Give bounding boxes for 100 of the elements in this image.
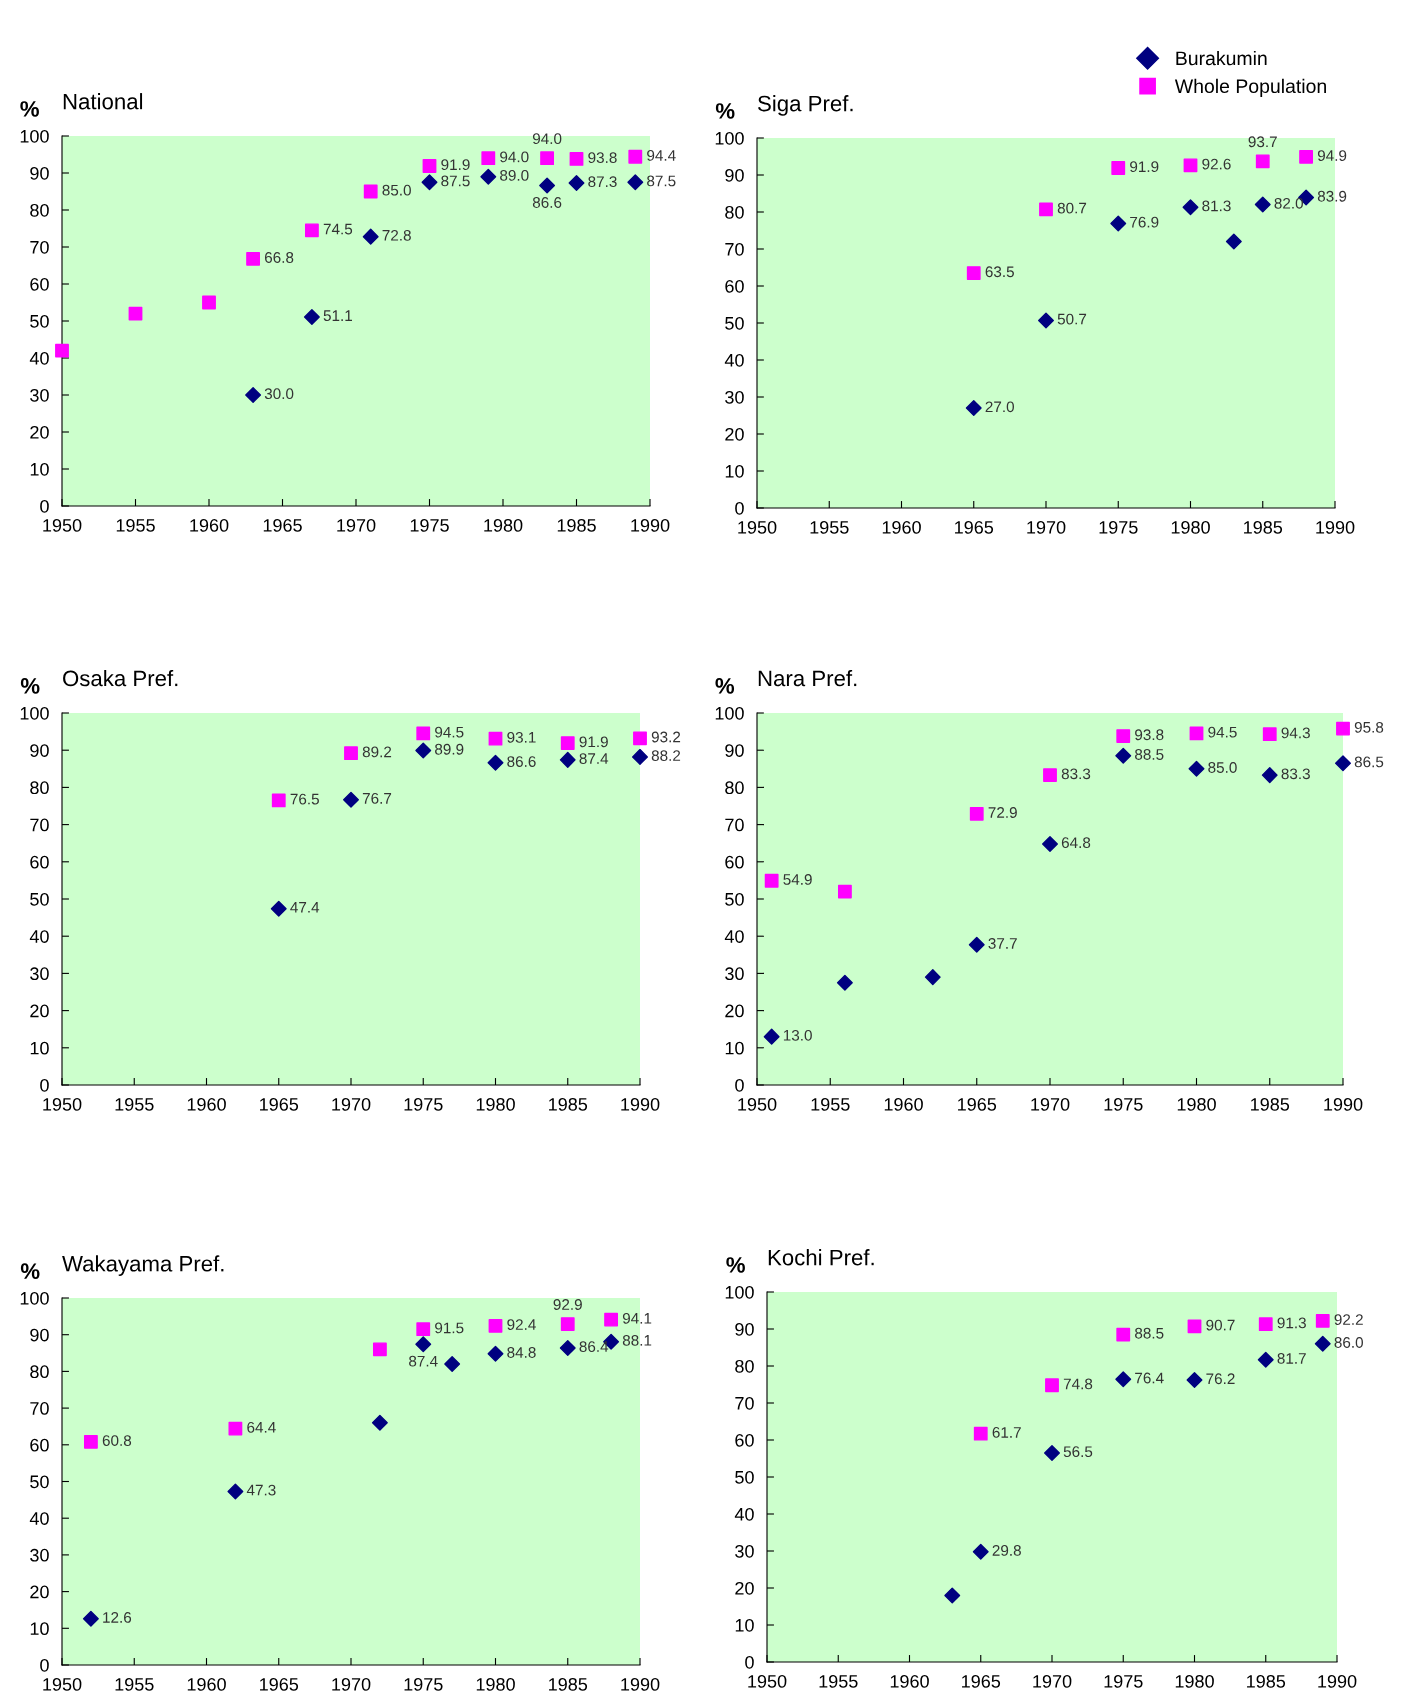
chart-title: Nara Pref. [758,669,857,687]
point [560,1317,575,1331]
x-tick-label: 1990 [1318,1674,1357,1688]
x-tick-label: 1975 [1099,520,1138,534]
data-label: 74.5 [323,223,353,235]
point [421,174,438,191]
y-tick-label: 20 [735,1581,754,1595]
point [83,1434,98,1449]
y-tick-label: 20 [725,1004,744,1018]
y-tick-label: 30 [725,390,744,404]
point [362,228,379,245]
point [628,149,643,164]
data-label: 12.6 [103,1612,132,1623]
y-tick-label: 0 [735,501,744,515]
y-tick-label: 80 [30,1365,49,1379]
y-tick-label: 100 [20,129,49,143]
x-tick-label: 1970 [1033,1674,1072,1688]
legend-label: Burakumin [1176,50,1267,66]
x-tick-label: 1980 [1171,520,1210,534]
data-label: 82.0 [1274,197,1303,209]
data-label: 91.3 [1277,1317,1306,1329]
y-tick-label: 60 [735,1433,754,1447]
point [633,731,647,746]
y-tick-label: 70 [725,818,744,832]
x-tick-label: 1970 [332,1677,371,1691]
x-tick-label: 1950 [43,1097,82,1111]
data-label: 93.8 [1135,729,1164,741]
data-label: 76.9 [1130,216,1159,228]
x-tick-label: 1960 [890,1674,929,1688]
data-label: 94.1 [622,1312,652,1324]
chart-title: Siga Pref. [758,95,853,116]
point [1045,1378,1059,1393]
data-label: 80.7 [1057,202,1087,214]
y-tick-label: 60 [725,279,744,293]
point [444,1356,461,1373]
y-tick-label: 60 [30,855,49,869]
x-tick-label: 1960 [187,1097,226,1111]
y-tick-label: 30 [725,967,744,981]
point [627,174,644,191]
y-tick-label: 90 [30,166,49,180]
y-tick-label: 20 [30,1004,49,1018]
x-tick-label: 1960 [882,520,921,534]
data-label: 92.2 [1334,1314,1363,1325]
x-tick-label: 1985 [549,1677,588,1691]
y-axis-title: % [20,1263,40,1279]
data-label: 56.5 [1063,1446,1093,1458]
data-label: 93.7 [1248,136,1277,148]
point [924,969,941,986]
point [372,1342,387,1357]
point [481,151,496,166]
point [1182,199,1199,216]
y-tick-label: 0 [40,1658,49,1672]
x-tick-label: 1970 [332,1097,371,1111]
x-tick-label: 1980 [476,1677,515,1691]
chart-title: National [63,93,143,110]
point [227,1483,244,1500]
y-tick-label: 50 [30,314,49,328]
data-label: 76.2 [1206,1373,1235,1385]
data-label: 94.5 [435,726,464,738]
data-label: 85.0 [382,184,411,196]
point [968,936,985,953]
data-label: 86.5 [1354,756,1384,768]
y-tick-label: 30 [30,967,49,981]
x-tick-label: 1970 [1027,520,1066,534]
y-tick-label: 60 [30,1438,49,1452]
point [965,400,982,417]
y-tick-label: 90 [725,168,744,182]
point [568,175,585,191]
x-tick-label: 1950 [738,520,777,534]
y-tick-label: 80 [725,781,744,795]
y-tick-label: 90 [725,744,744,757]
x-tick-label: 1950 [43,518,82,532]
x-tick-label: 1975 [404,1097,443,1111]
point [1111,161,1126,175]
x-tick-label: 1965 [260,1097,299,1111]
point [344,746,358,761]
x-tick-label: 1965 [962,1674,1001,1688]
y-tick-label: 40 [724,353,744,367]
y-tick-label: 100 [725,1285,754,1299]
y-tick-label: 20 [30,425,49,439]
point [228,1421,243,1436]
x-tick-label: 1975 [1104,1097,1143,1111]
data-label: 89.0 [500,169,529,181]
data-label: 94.5 [1208,726,1237,738]
data-label: 66.8 [264,252,294,263]
data-label: 84.8 [507,1347,536,1358]
x-tick-label: 1965 [263,518,302,532]
data-label: 86.0 [1334,1337,1363,1348]
data-label: 88.5 [1135,749,1164,760]
data-label: 83.3 [1281,768,1310,780]
x-tick-label: 1965 [958,1097,997,1111]
data-label: 86.4 [579,1341,609,1353]
point [1254,196,1271,213]
point [415,1336,432,1353]
x-tick-label: 1955 [115,1097,154,1111]
data-label: 88.5 [1135,1327,1164,1339]
point [202,295,216,310]
x-tick-label: 1985 [549,1097,588,1111]
point [343,791,359,808]
y-tick-label: 90 [30,1328,49,1342]
